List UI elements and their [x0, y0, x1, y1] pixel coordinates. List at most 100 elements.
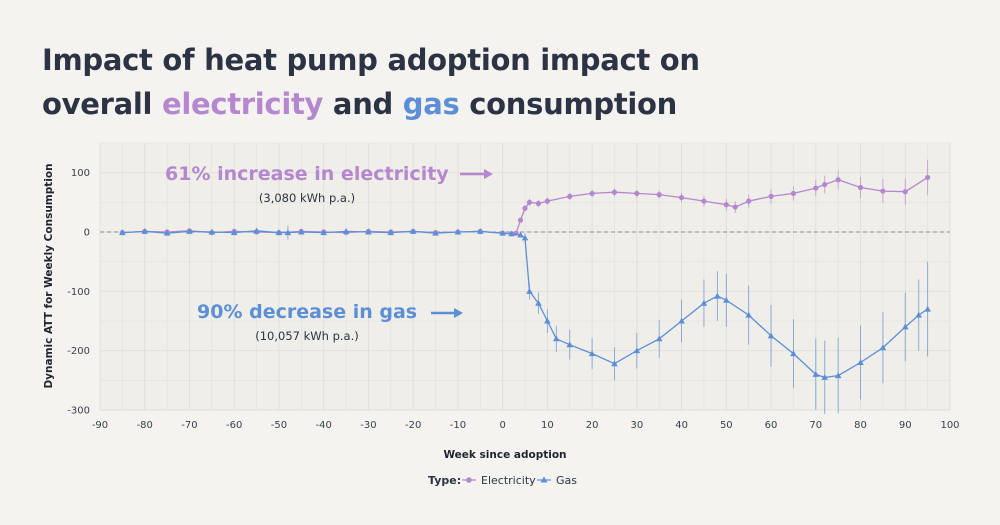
gas-point [812, 371, 820, 377]
electricity-point [517, 217, 524, 223]
title-line-1: Impact of heat pump adoption impact on [42, 43, 700, 77]
gas-point [409, 228, 417, 234]
gas-point [499, 229, 506, 236]
x-axis-label: Week since adoption [443, 449, 566, 461]
electricity-point [634, 190, 640, 197]
gas-arrow [431, 308, 463, 318]
gas-point [678, 317, 685, 324]
electricity-annotation-sub: (3,080 kWh p.a.) [259, 191, 355, 205]
x-tick-label: -40 [316, 420, 332, 431]
electricity-point [925, 174, 931, 181]
gas-annotation-sub: (10,057 kWh p.a.) [255, 329, 359, 343]
electricity-point [902, 189, 908, 195]
electricity-point [701, 198, 707, 204]
gas-point [526, 288, 533, 294]
gas-point [566, 341, 574, 348]
y-tick-label: -100 [67, 287, 90, 298]
electricity-point [822, 181, 828, 188]
x-tick-label: 40 [675, 420, 688, 431]
legend-gas-label: Gas [556, 474, 577, 487]
gridlines [99, 142, 951, 411]
gas-point [723, 296, 730, 303]
x-tick-label: -20 [405, 420, 421, 431]
title-gas-word: gas [402, 87, 460, 121]
legend-electricity-label: Electricity [481, 474, 536, 487]
gas-point [521, 234, 529, 241]
y-tick-label: -300 [67, 406, 90, 417]
electricity-point [535, 200, 542, 207]
title-electricity-word: electricity [161, 87, 324, 121]
electricity-point [589, 190, 595, 197]
x-tick-label: -90 [92, 420, 108, 431]
gas-point [834, 372, 842, 379]
x-tick-label: -60 [226, 420, 242, 431]
x-tick-label: 90 [899, 420, 912, 431]
gas-point [655, 335, 663, 342]
x-tick-label: -10 [450, 420, 466, 431]
gas-point [714, 292, 721, 299]
x-tick-label: 30 [630, 420, 643, 431]
x-axis-ticks: -90 -80 -70 -60 -50 -40 -30 -20 -10 0 10 20 30 40 50 60… [92, 420, 960, 431]
gas-point [387, 229, 395, 236]
y-tick-label: 0 [84, 228, 90, 239]
gas-point [611, 360, 618, 367]
x-tick-label: 80 [854, 420, 867, 431]
y-tick-label: -200 [67, 346, 90, 357]
x-tick-label: 70 [809, 420, 822, 431]
gas-annotation: 90% decrease in gas [197, 301, 417, 323]
title-line-2: overall electricity and gas consumption [42, 82, 700, 126]
gas-point [476, 228, 484, 234]
x-tick-label: 100 [940, 420, 959, 431]
gas-point [915, 311, 922, 318]
gas-point [633, 347, 641, 354]
gas-point [553, 335, 560, 342]
gas-point [767, 332, 775, 339]
electricity-point [732, 204, 738, 210]
y-axis-label: Dynamic ATT for Weekly Consumption [43, 163, 55, 388]
gas-point [186, 228, 193, 234]
legend: Type: Electricity Gas [428, 474, 577, 487]
x-tick-label: 10 [541, 420, 554, 431]
legend-item-electricity[interactable]: Electricity [462, 474, 536, 487]
gas-point [879, 344, 887, 351]
chart-title: Impact of heat pump adoption impact on o… [42, 38, 700, 126]
gas-point [163, 229, 171, 236]
x-tick-label: -50 [271, 420, 287, 431]
gas-point [790, 350, 797, 357]
gas-point [141, 228, 149, 234]
electricity-point [567, 193, 573, 199]
gas-point [745, 311, 752, 318]
electricity-point [611, 189, 618, 195]
electricity-point [768, 193, 774, 199]
gas-point [517, 231, 524, 238]
gas-point [284, 229, 292, 236]
electricity-point [522, 205, 528, 211]
gas-point [119, 229, 126, 236]
electricity-annotation: 61% increase in electricity [165, 163, 449, 185]
electricity-point [678, 194, 685, 201]
gas-point [298, 228, 305, 235]
title-post: consumption [459, 87, 678, 121]
x-tick-label: -70 [181, 420, 197, 431]
x-tick-label: 60 [765, 420, 778, 431]
gas-point [342, 228, 350, 234]
legend-item-gas[interactable]: Gas [537, 474, 577, 487]
gas-point [535, 299, 542, 306]
electricity-point [880, 188, 886, 194]
gas-point [700, 299, 708, 306]
gas-marker-icon [540, 476, 548, 483]
legend-title: Type: [428, 474, 461, 487]
x-tick-label: 0 [499, 420, 505, 431]
x-tick-label: -80 [137, 420, 153, 431]
gas-point [454, 228, 462, 235]
gas-point [901, 323, 909, 330]
gas-point [365, 228, 372, 235]
y-tick-label: 100 [71, 168, 90, 179]
title-pre: overall [42, 87, 162, 121]
gas-point [924, 305, 931, 312]
electricity-point [723, 202, 729, 208]
gas-point [208, 228, 216, 235]
gas-point [253, 227, 260, 234]
gas-point [230, 229, 238, 236]
